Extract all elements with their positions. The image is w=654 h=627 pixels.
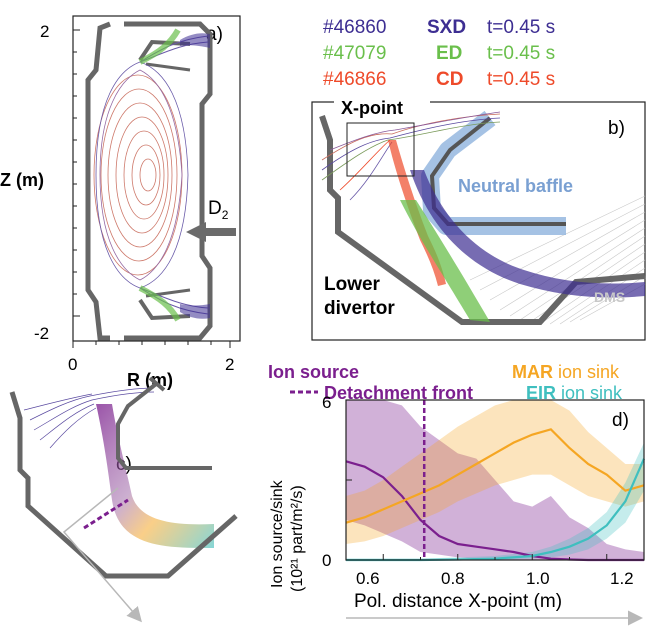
eir-label: EIR (526, 383, 556, 403)
xpoint-label: X-point (341, 98, 403, 118)
field-lines-b (321, 111, 501, 201)
baffle-label: Neutral baffle (458, 176, 573, 196)
sxd-leg-b (410, 170, 645, 298)
detachment-label: Detachment front (324, 383, 473, 403)
sxd-lower-leg (180, 304, 210, 319)
pol-distance-arrow-c (62, 487, 142, 623)
detachment-front-line-c (83, 498, 129, 530)
panel-d-label: d) (612, 410, 629, 431)
ion-source-label: Ion source (268, 362, 359, 382)
gas-label: D2 (208, 198, 229, 222)
panel-a-frame (72, 15, 241, 342)
legend-ed-shot: #47079 (323, 43, 386, 64)
xtick-0: 0.6 (356, 569, 380, 588)
divertor-wall-c (9, 376, 238, 579)
legend-sxd-time: t=0.45 s (487, 17, 555, 38)
divertor-label-line2: divertor (324, 298, 395, 319)
detachment-leg-c (96, 404, 214, 548)
divertor-legs-a (138, 28, 209, 322)
dms-label: DMS (594, 289, 625, 305)
divertor-wall-b (319, 115, 646, 325)
baffle-structure (429, 116, 566, 226)
legend-cd-shot: #46866 (323, 69, 386, 90)
divertor-label-line1: Lower (324, 274, 381, 295)
panel-b: X-point b) Neutral baffle (311, 96, 646, 341)
eir-suffix: ion sink (556, 383, 623, 403)
y-axis-label-line1: Ion source/sink (269, 479, 286, 588)
xpoint-box (346, 122, 415, 177)
panel-b-label: b) (608, 118, 625, 139)
mar-label: MAR (512, 362, 553, 382)
field-lines-c (23, 387, 155, 449)
mar-legend: MAR ion sink (512, 362, 620, 382)
ytick-bottom: 0 (322, 551, 331, 570)
flux-surfaces (93, 61, 189, 289)
gas-puff-arrow (186, 222, 236, 242)
panel-a-y-ticks (72, 29, 231, 348)
mar-suffix: ion sink (553, 362, 620, 382)
panel-d: Ion source Detachment front MAR ion sink… (268, 362, 646, 626)
panel-a-xtick-right: 2 (225, 355, 234, 374)
sxd-upper-leg (180, 33, 210, 48)
neutral-baffle (421, 110, 566, 235)
panel-a: 2 -2 0 2 Z (m) R (m) a) (0, 15, 241, 390)
legend-sxd-shot: #46860 (323, 17, 386, 38)
legend-cd-time: t=0.45 s (487, 69, 555, 90)
eir-legend: EIR ion sink (526, 383, 623, 403)
plot-area-d (345, 399, 646, 562)
legend-ed-config: ED (436, 43, 462, 64)
mar-band (346, 400, 644, 544)
mar-line (345, 428, 645, 524)
ed-leg-b (400, 200, 490, 322)
legend-ed-time: t=0.45 s (487, 43, 555, 64)
legend-cd-config: CD (436, 69, 463, 90)
panel-a-y-axis-label: Z (m) (0, 170, 44, 190)
y-axis-label-line2: (10²¹ part/m²/s) (289, 485, 306, 592)
xtick-3: 1.2 (610, 569, 634, 588)
panel-c: c) (9, 376, 238, 623)
legend: #46860 SXD t=0.45 s #47079 ED t=0.45 s #… (323, 17, 555, 90)
panel-a-xtick-left: 0 (68, 355, 77, 374)
x-axis-label: Pol. distance X-point (m) (354, 591, 562, 612)
panel-a-ytick-top: 2 (40, 22, 49, 41)
panel-b-frame (311, 101, 646, 341)
legend-sxd-config: SXD (427, 17, 466, 38)
xtick-2: 1.0 (526, 569, 550, 588)
xtick-1: 0.8 (441, 569, 465, 588)
ytick-top: 6 (322, 393, 331, 412)
panel-a-ytick-bottom: -2 (34, 324, 49, 343)
